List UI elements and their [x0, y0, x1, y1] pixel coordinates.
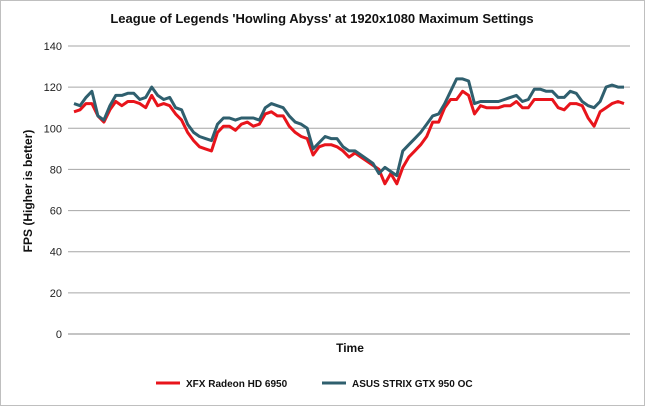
series-lines [73, 77, 625, 186]
y-tick-label: 20 [50, 288, 62, 300]
y-tick-label: 40 [50, 247, 62, 259]
legend: XFX Radeon HD 6950 ASUS STRIX GTX 950 OC [156, 379, 473, 390]
y-tick-label: 140 [44, 41, 62, 53]
chart-title: League of Legends 'Howling Abyss' at 192… [110, 11, 533, 26]
series-line-1 [73, 89, 625, 186]
x-axis-label: Time [336, 341, 364, 355]
y-axis-ticks: 0 20 40 60 80 100 120 140 [44, 41, 62, 341]
y-tick-label: 80 [50, 164, 62, 176]
y-tick-label: 120 [44, 82, 62, 94]
series-line-2 [73, 77, 624, 178]
y-tick-label: 60 [50, 206, 62, 218]
gridlines [68, 45, 630, 294]
legend-label-1: XFX Radeon HD 6950 [186, 379, 288, 390]
y-axis-label: FPS (Higher is better) [21, 130, 35, 253]
y-tick-label: 0 [56, 329, 62, 341]
y-tick-label: 100 [44, 123, 62, 135]
legend-label-2: ASUS STRIX GTX 950 OC [352, 379, 473, 390]
